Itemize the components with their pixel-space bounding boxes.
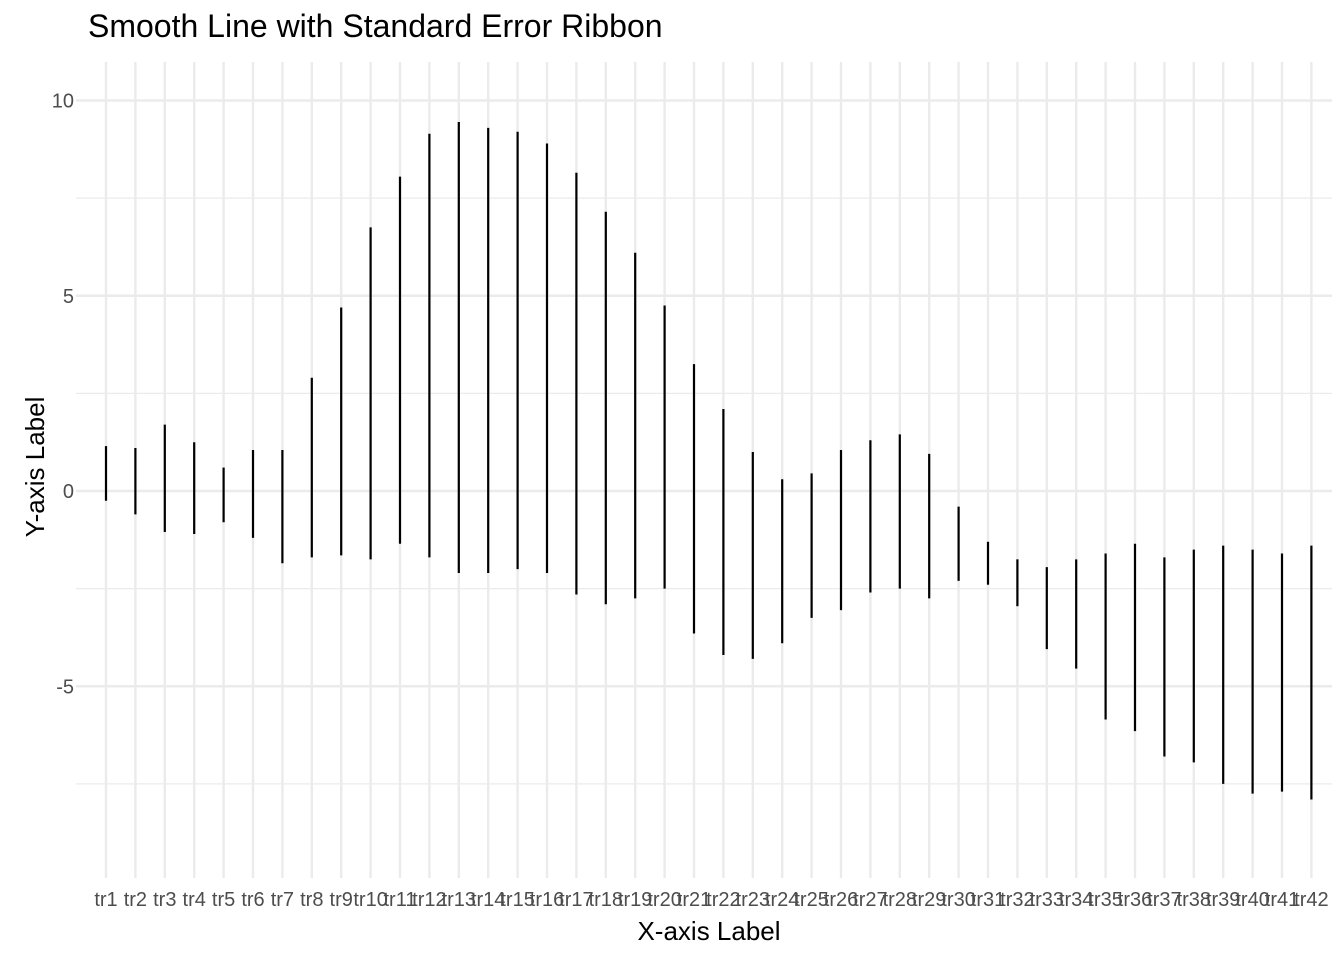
x-tick-label: tr25 <box>794 889 828 911</box>
x-tick-label: tr22 <box>706 889 740 911</box>
x-tick-label: tr6 <box>241 889 264 911</box>
y-tick-labels: -5 0 5 10 <box>52 91 74 699</box>
x-tick-label: tr13 <box>442 889 476 911</box>
x-tick-label: tr10 <box>353 889 387 911</box>
x-tick-label: tr33 <box>1030 889 1064 911</box>
x-tick-label: tr42 <box>1294 889 1328 911</box>
y-tick-label: 0 <box>63 481 74 503</box>
x-tick-label: tr12 <box>412 889 446 911</box>
x-tick-label: tr2 <box>124 889 147 911</box>
x-tick-label: tr16 <box>530 889 564 911</box>
x-tick-label: tr27 <box>853 889 887 911</box>
x-tick-label: tr17 <box>559 889 593 911</box>
x-tick-label: tr35 <box>1088 889 1122 911</box>
x-tick-label: tr26 <box>824 889 858 911</box>
x-tick-label: tr11 <box>384 889 417 911</box>
x-tick-label: tr37 <box>1147 889 1181 911</box>
x-tick-label: tr38 <box>1177 889 1211 911</box>
x-tick-label: tr32 <box>1000 889 1034 911</box>
x-tick-label: tr8 <box>300 889 323 911</box>
x-tick-labels: tr1 tr2 tr3 tr4 tr5 tr6 tr7 tr8 tr9 tr10tr11tr12t… <box>94 889 1328 911</box>
minor-gridlines <box>76 197 1332 785</box>
y-tick-label: -5 <box>56 676 74 698</box>
x-tick-label: tr36 <box>1118 889 1152 911</box>
x-tick-label: tr24 <box>765 889 799 911</box>
x-tick-label: tr5 <box>212 889 235 911</box>
major-gridlines <box>76 62 1332 878</box>
chart-title: Smooth Line with Standard Error Ribbon <box>88 8 663 44</box>
x-tick-label: tr18 <box>589 889 623 911</box>
x-tick-label: tr23 <box>736 889 770 911</box>
x-tick-label: tr31 <box>971 889 1005 911</box>
x-tick-label: tr34 <box>1059 889 1093 911</box>
x-tick-label: tr39 <box>1206 889 1240 911</box>
x-tick-label: tr7 <box>271 889 294 911</box>
x-tick-label: tr30 <box>941 889 975 911</box>
x-tick-label: tr41 <box>1265 889 1299 911</box>
error-bars <box>104 121 1313 800</box>
x-tick-label: tr20 <box>647 889 681 911</box>
x-tick-label: tr19 <box>618 889 652 911</box>
x-tick-label: tr9 <box>330 889 353 911</box>
x-tick-label: tr1 <box>94 889 117 911</box>
y-axis-title: Y-axis Label <box>20 397 50 538</box>
y-tick-label: 10 <box>52 91 74 113</box>
y-tick-label: 5 <box>63 286 74 308</box>
x-tick-label: tr15 <box>500 889 534 911</box>
x-tick-label: tr21 <box>677 889 711 911</box>
x-tick-label: tr3 <box>153 889 176 911</box>
x-axis-title: X-axis Label <box>637 916 780 946</box>
x-tick-label: tr29 <box>912 889 946 911</box>
x-tick-label: tr28 <box>883 889 917 911</box>
x-tick-label: tr4 <box>183 889 206 911</box>
x-tick-label: tr14 <box>471 889 505 911</box>
x-tick-label: tr40 <box>1235 889 1269 911</box>
